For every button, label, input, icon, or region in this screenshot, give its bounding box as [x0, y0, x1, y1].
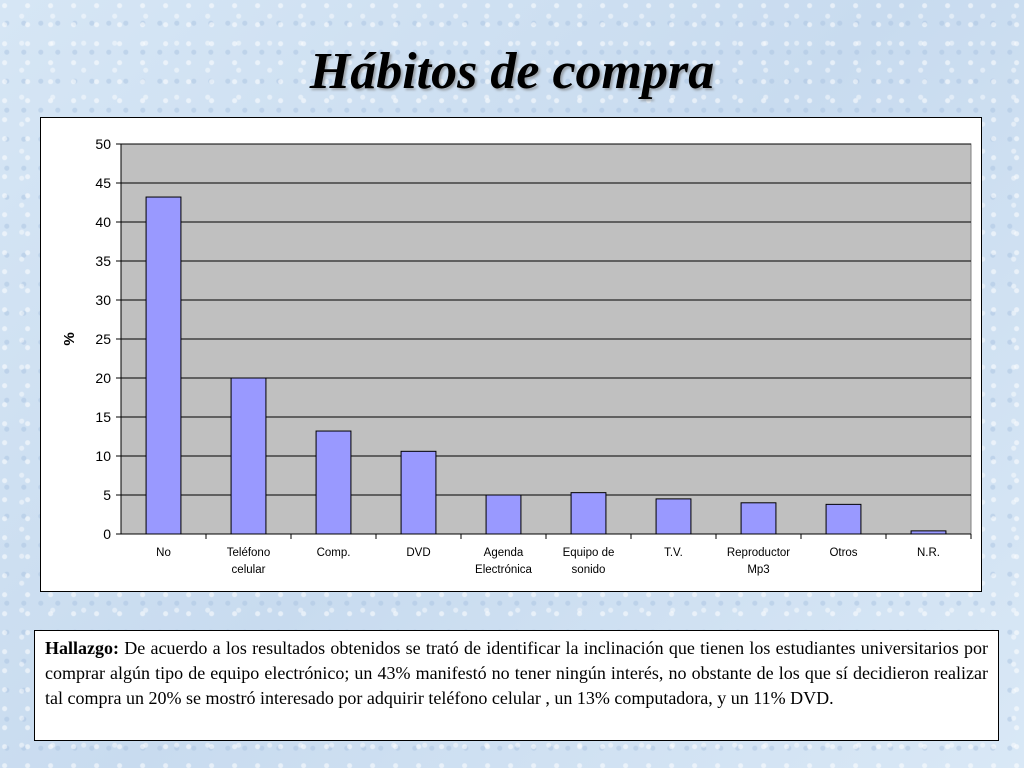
y-axis-label: %	[61, 332, 78, 345]
bar	[230, 377, 267, 535]
bar	[315, 430, 352, 535]
x-tick-label: No	[156, 547, 171, 559]
x-tick-label: DVD	[406, 547, 430, 559]
x-tick-label: Comp.	[317, 547, 351, 559]
y-tick-label: 30	[95, 292, 111, 308]
finding-text: De acuerdo a los resultados obtenidos se…	[45, 638, 989, 708]
x-tick-label: N.R.	[917, 547, 940, 559]
slide-title: Hábitos de compra	[309, 43, 715, 100]
y-tick-label: 40	[95, 214, 111, 230]
x-tick-label: Otros	[829, 547, 857, 559]
y-tick-label: 20	[95, 370, 111, 386]
x-tick-label: Teléfono celular	[227, 547, 270, 576]
bar	[910, 530, 947, 535]
y-tick-label: 50	[95, 136, 111, 152]
chart-area: 0 5 10 15 20 25 30 35 40 45 50 No Teléfono celular Com…	[40, 117, 982, 592]
finding-box: Hallazgo: De acuerdo a los resultados ob…	[34, 630, 999, 741]
bar	[400, 450, 437, 535]
y-tick-label: 15	[95, 409, 111, 425]
bar	[825, 503, 862, 535]
y-tick-label: 0	[103, 526, 111, 542]
finding-label: Hallazgo:	[45, 638, 119, 658]
y-tick-label: 5	[103, 487, 111, 503]
bar-chart: 0 5 10 15 20 25 30 35 40 45 50 No Teléfono celular Com…	[61, 136, 972, 576]
bar	[655, 498, 692, 535]
bar	[740, 502, 777, 535]
bar	[485, 494, 522, 535]
bar	[570, 492, 607, 535]
x-tick-label: Agenda Electrónica	[475, 547, 532, 576]
bar	[145, 196, 182, 535]
x-tick-label: Equipo de sonido	[563, 547, 615, 576]
x-tick-label: T.V.	[664, 547, 683, 559]
x-tick-label: Reproductor Mp3	[727, 547, 790, 576]
y-tick-label: 45	[95, 175, 111, 191]
y-tick-label: 10	[95, 448, 111, 464]
y-tick-label: 25	[95, 331, 111, 347]
y-tick-label: 35	[95, 253, 111, 269]
